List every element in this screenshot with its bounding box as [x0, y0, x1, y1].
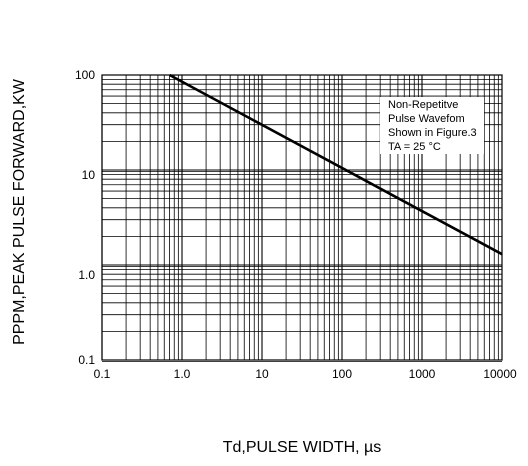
x-tick-label: 100: [332, 367, 352, 381]
x-tick-label: 0.1: [94, 367, 111, 381]
legend: Non-Repetitve Pulse Wavefom Shown in Fig…: [388, 99, 477, 153]
legend-line: Pulse Wavefom: [388, 113, 465, 125]
x-tick-label: 10000: [483, 367, 517, 381]
plot-frame: [101, 74, 503, 361]
series-layer: [168, 73, 503, 256]
legend-line: Non-Repetitve: [388, 99, 458, 111]
legend-line: TA = 25 °C: [388, 141, 441, 153]
y-tick-labels: 0.1 1.0 10 100: [75, 68, 95, 367]
legend-line: Shown in Figure.3: [388, 127, 477, 139]
x-tick-label: 10: [255, 367, 269, 381]
y-tick-label: 0.1: [78, 353, 95, 367]
grid: [101, 75, 502, 363]
x-tick-label: 1.0: [174, 367, 191, 381]
x-axis-title: Td,PULSE WIDTH, µs: [223, 439, 382, 456]
y-axis-title: PPPM,PEAK PULSE FORWARD,KW: [11, 78, 28, 345]
x-tick-labels: 0.1 1.0 10 100 1000 10000: [94, 367, 517, 381]
y-tick-label: 100: [75, 68, 95, 82]
series-line-1: [168, 73, 503, 256]
y-tick-label: 1.0: [78, 268, 95, 282]
legend-box: [380, 97, 484, 154]
y-tick-label: 10: [82, 168, 96, 182]
x-tick-label: 1000: [409, 367, 436, 381]
